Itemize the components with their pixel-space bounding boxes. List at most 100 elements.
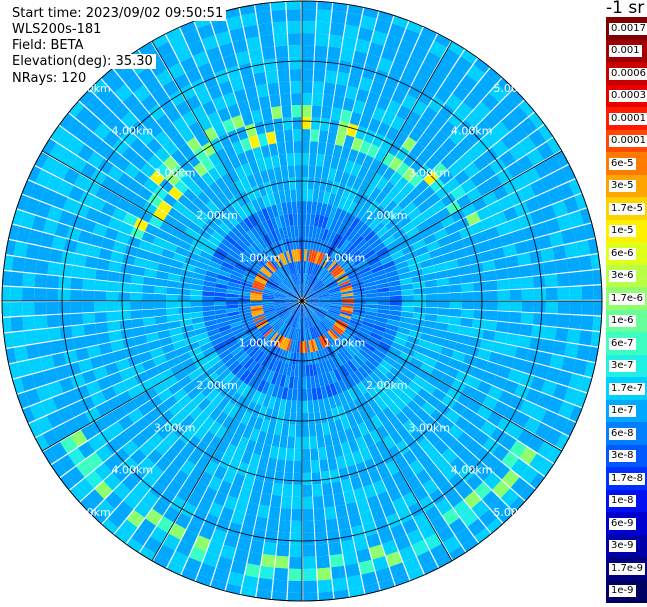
range-gate xyxy=(21,180,35,197)
range-gate xyxy=(271,359,280,372)
range-gate xyxy=(163,241,178,253)
range-gate xyxy=(207,540,223,556)
range-gate xyxy=(365,289,378,295)
range-gate xyxy=(426,375,441,388)
range-gate xyxy=(412,539,430,557)
range-gate xyxy=(318,591,334,601)
colorbar-label: 1.7e-9 xyxy=(609,562,646,575)
range-gate xyxy=(104,227,119,241)
range-gate xyxy=(227,521,242,537)
colorbar-label: 1e-9 xyxy=(609,585,636,597)
range-gate xyxy=(87,434,105,452)
range-gate xyxy=(276,335,284,348)
range-gate xyxy=(2,302,11,317)
range-gate xyxy=(342,348,353,360)
range-gate xyxy=(288,45,301,58)
range-gate xyxy=(87,345,102,358)
range-gate xyxy=(202,486,218,502)
range-gate xyxy=(276,410,285,424)
range-gate xyxy=(329,290,342,296)
range-gate xyxy=(195,455,210,471)
range-gate xyxy=(318,129,329,143)
range-gate xyxy=(87,151,105,169)
range-gate xyxy=(529,209,546,225)
range-gate xyxy=(226,307,239,313)
range-gate xyxy=(222,429,235,444)
range-gate xyxy=(271,106,283,120)
range-gate xyxy=(308,165,316,178)
range-gate xyxy=(129,137,146,154)
range-gate xyxy=(278,253,286,266)
range-gate xyxy=(425,431,441,447)
range-gate xyxy=(122,399,138,415)
range-gate xyxy=(400,120,415,137)
range-gate xyxy=(154,278,168,287)
range-gate xyxy=(94,290,107,301)
range-gate xyxy=(304,303,315,312)
range-gate xyxy=(391,89,407,105)
range-gate xyxy=(382,235,396,247)
range-gate xyxy=(215,246,228,257)
range-gate xyxy=(290,532,302,545)
range-gate xyxy=(141,358,156,371)
range-gate xyxy=(442,48,461,66)
range-gate xyxy=(433,146,449,162)
range-gate xyxy=(357,165,369,180)
range-gate xyxy=(251,60,265,75)
range-gate xyxy=(121,456,138,474)
range-gate xyxy=(389,156,403,172)
range-gate xyxy=(107,509,126,528)
range-gate xyxy=(314,283,325,292)
range-gate xyxy=(312,81,325,95)
range-gate xyxy=(517,252,531,266)
range-gate xyxy=(315,239,322,252)
range-gate xyxy=(51,461,66,478)
range-gate xyxy=(112,349,128,362)
range-gate xyxy=(249,539,264,554)
range-gate xyxy=(415,345,429,356)
range-gate xyxy=(264,284,277,291)
range-gate xyxy=(124,423,141,440)
range-gate xyxy=(252,146,264,161)
range-gate xyxy=(242,575,259,590)
range-gate xyxy=(347,387,358,401)
range-gate xyxy=(517,335,532,349)
range-gate xyxy=(317,190,325,204)
range-gate xyxy=(549,354,565,370)
range-gate xyxy=(293,316,298,329)
range-gate xyxy=(96,376,112,391)
range-gate xyxy=(307,237,312,250)
range-gate xyxy=(166,314,180,323)
range-gate xyxy=(121,188,138,203)
range-gate xyxy=(274,302,287,306)
range-gate xyxy=(218,324,232,333)
range-gate xyxy=(332,249,343,261)
range-gate xyxy=(228,342,241,353)
range-gate xyxy=(366,91,380,107)
range-gate xyxy=(385,551,403,567)
range-gate xyxy=(246,201,257,215)
range-gate xyxy=(369,186,382,201)
range-gate xyxy=(214,162,228,177)
range-gate xyxy=(302,285,304,298)
range-gate xyxy=(223,144,237,159)
range-gate xyxy=(309,141,319,154)
range-gate xyxy=(410,428,426,444)
range-gate xyxy=(292,352,297,365)
range-gate xyxy=(421,326,436,336)
range-gate xyxy=(449,456,467,473)
range-gate xyxy=(302,412,309,425)
range-gate xyxy=(302,472,312,485)
range-gate xyxy=(394,455,409,471)
range-gate xyxy=(581,285,594,300)
range-gate xyxy=(85,133,103,151)
range-gate xyxy=(276,57,289,71)
range-gate xyxy=(393,336,407,347)
range-gate xyxy=(535,191,552,209)
range-gate xyxy=(364,418,376,433)
range-gate xyxy=(238,256,251,267)
range-gate xyxy=(514,346,529,361)
range-gate xyxy=(202,290,215,297)
range-gate xyxy=(202,346,216,357)
range-gate xyxy=(385,270,399,278)
